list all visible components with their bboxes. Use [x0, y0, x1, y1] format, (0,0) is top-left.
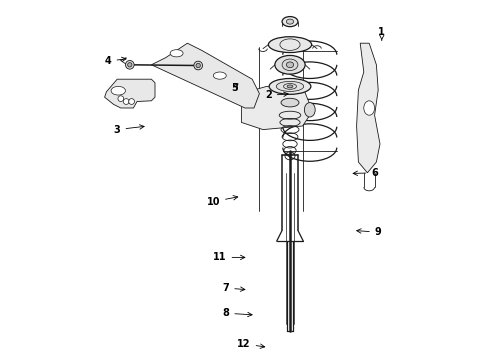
Text: 12: 12: [237, 339, 265, 349]
Ellipse shape: [282, 59, 298, 71]
Polygon shape: [357, 43, 380, 173]
Ellipse shape: [213, 72, 226, 79]
Ellipse shape: [287, 85, 293, 88]
Text: 7: 7: [222, 283, 245, 293]
Ellipse shape: [275, 55, 305, 74]
Ellipse shape: [364, 101, 374, 115]
Ellipse shape: [111, 86, 125, 95]
Ellipse shape: [123, 99, 129, 104]
Ellipse shape: [129, 99, 134, 104]
Ellipse shape: [269, 37, 312, 53]
Ellipse shape: [127, 63, 132, 67]
Polygon shape: [151, 43, 259, 108]
Ellipse shape: [286, 62, 294, 68]
Text: 4: 4: [105, 56, 126, 66]
Text: 10: 10: [207, 195, 238, 207]
Ellipse shape: [194, 61, 202, 70]
Ellipse shape: [125, 60, 134, 69]
Text: 5: 5: [231, 83, 238, 93]
Polygon shape: [242, 86, 310, 130]
Ellipse shape: [196, 63, 200, 68]
Ellipse shape: [282, 17, 298, 27]
Text: 6: 6: [353, 168, 378, 178]
Text: 11: 11: [213, 252, 245, 262]
Ellipse shape: [269, 78, 311, 94]
Ellipse shape: [118, 96, 123, 102]
Ellipse shape: [170, 50, 183, 57]
Text: 3: 3: [114, 125, 144, 135]
Polygon shape: [104, 79, 155, 108]
Ellipse shape: [304, 103, 315, 117]
Text: 1: 1: [378, 27, 385, 40]
Ellipse shape: [286, 19, 294, 24]
Ellipse shape: [281, 98, 299, 107]
Ellipse shape: [276, 81, 304, 91]
Text: 8: 8: [222, 308, 252, 318]
Text: 9: 9: [357, 227, 382, 237]
Text: 2: 2: [265, 90, 288, 100]
